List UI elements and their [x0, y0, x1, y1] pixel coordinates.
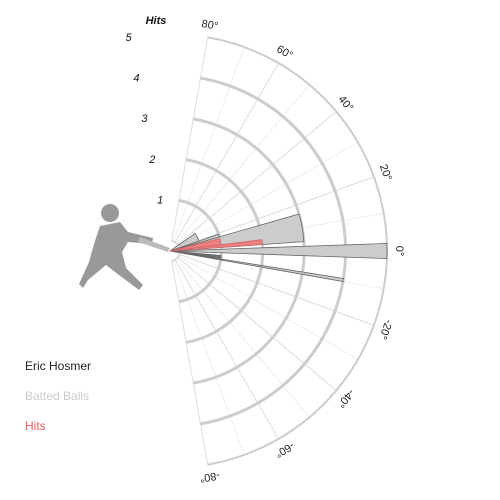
- grid-spoke: [177, 111, 337, 245]
- grid-spoke: [178, 255, 359, 360]
- batted-ball-bar: [169, 250, 222, 259]
- chart-bars: [169, 213, 388, 282]
- grid-spoke: [179, 253, 375, 326]
- batted-ball-bar: [169, 250, 222, 257]
- batted-ball-bar: [169, 243, 388, 259]
- radial-tick-label: 5: [126, 32, 133, 44]
- radial-tick-label: 1: [157, 194, 163, 206]
- angle-tick-label: 80°: [201, 18, 219, 33]
- angle-tick-label: 20°: [377, 163, 394, 183]
- angle-tick-label: -60°: [273, 439, 297, 460]
- grid-spoke: [176, 84, 310, 244]
- legend-batted-balls: Batted Balls: [25, 389, 90, 403]
- grid-spoke: [172, 46, 245, 242]
- grid-spoke: [172, 260, 245, 456]
- angle-tick-label: 60°: [274, 43, 294, 62]
- grid-spoke: [171, 37, 209, 242]
- grid-spoke: [174, 259, 279, 440]
- legend-hits: Hits: [25, 419, 46, 433]
- angle-tick-label: -20°: [376, 318, 394, 341]
- radial-tick-label: 4: [133, 73, 139, 85]
- legend-player: Eric Hosmer: [25, 359, 92, 373]
- radial-tick-label: 3: [141, 113, 148, 125]
- grid-spoke: [174, 62, 279, 243]
- grid-spoke: [178, 142, 359, 247]
- angle-tick-label: -80°: [199, 469, 221, 484]
- grid-spoke: [176, 258, 310, 418]
- radial-tick-label: 2: [148, 154, 155, 166]
- grid-spoke: [177, 257, 337, 391]
- grid-spoke: [171, 260, 209, 465]
- batted-ball-bar: [169, 232, 200, 252]
- batted-ball-bar: [169, 250, 344, 282]
- radial-axis-title: Hits: [146, 15, 167, 27]
- angle-tick-label: 0°: [393, 246, 405, 257]
- angle-tick-label: 40°: [336, 94, 356, 114]
- grid-spoke: [179, 176, 375, 249]
- batter-silhouette-icon: [79, 204, 170, 290]
- hits-bar: [169, 238, 222, 252]
